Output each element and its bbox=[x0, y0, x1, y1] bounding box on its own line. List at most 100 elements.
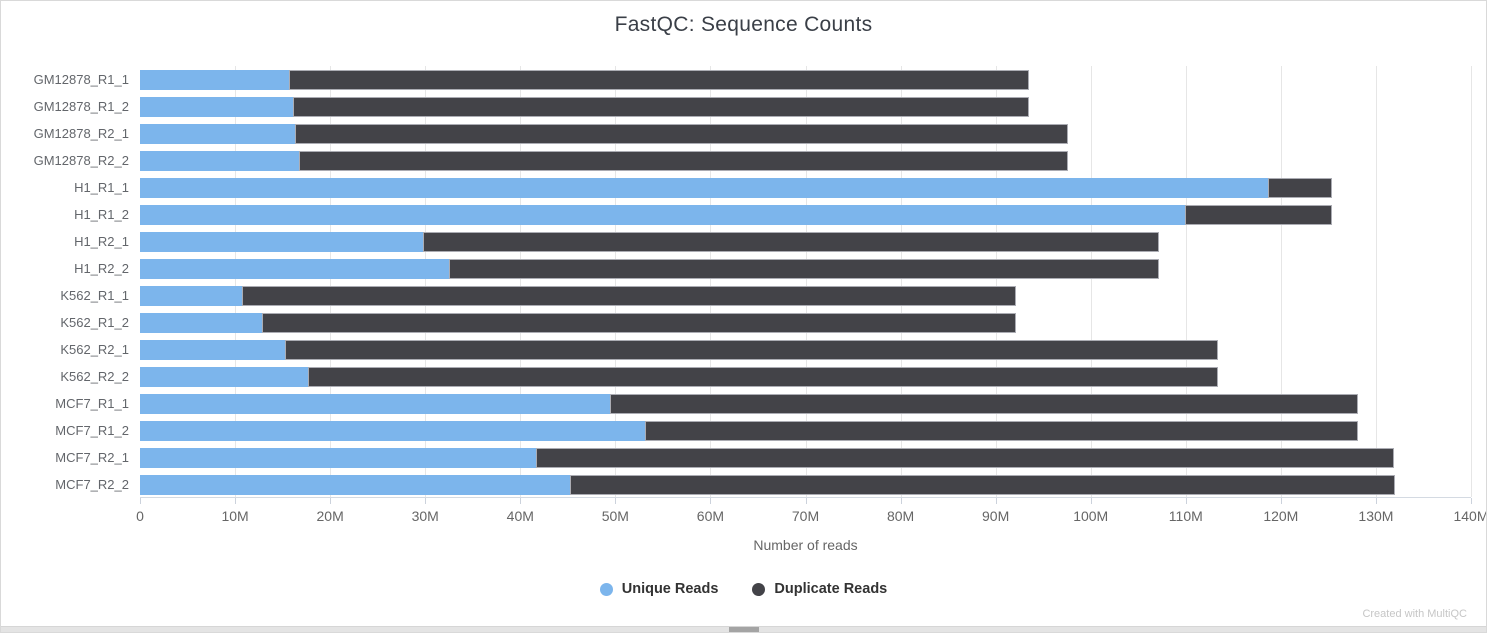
x-tick-label: 30M bbox=[411, 508, 439, 524]
bar-segment-unique[interactable] bbox=[140, 313, 262, 333]
x-tick-mark bbox=[900, 498, 902, 504]
bar-stack-K562_R2_1 bbox=[140, 340, 1471, 360]
bar-segment-duplicate[interactable] bbox=[293, 97, 1029, 117]
x-tick-mark bbox=[615, 498, 617, 504]
y-axis-label: H1_R1_2 bbox=[74, 207, 129, 222]
bar-segment-duplicate[interactable] bbox=[536, 448, 1394, 468]
bar-stack-MCF7_R2_1 bbox=[140, 448, 1471, 468]
gridline bbox=[995, 66, 997, 497]
y-axis-label: GM12878_R2_1 bbox=[33, 126, 129, 141]
y-axis-label: GM12878_R1_2 bbox=[33, 99, 129, 114]
chart-title: FastQC: Sequence Counts bbox=[614, 13, 873, 36]
legend-label: Unique Reads bbox=[621, 581, 719, 597]
y-axis-label: GM12878_R2_2 bbox=[33, 153, 129, 168]
legend-marker-icon bbox=[752, 582, 766, 596]
gridline bbox=[900, 66, 902, 497]
bar-stack-MCF7_R1_1 bbox=[140, 394, 1471, 414]
y-axis-label: K562_R2_2 bbox=[60, 369, 129, 384]
y-axis-label: MCF7_R2_1 bbox=[55, 450, 129, 465]
bar-segment-duplicate[interactable] bbox=[241, 286, 1016, 306]
bar-segment-unique[interactable] bbox=[140, 232, 424, 252]
y-axis-label: H1_R2_1 bbox=[74, 234, 129, 249]
bar-segment-duplicate[interactable] bbox=[644, 421, 1358, 441]
x-tick-label: 140M bbox=[1453, 508, 1487, 524]
gridline bbox=[1185, 66, 1187, 497]
y-axis-label: H1_R1_1 bbox=[74, 180, 129, 195]
bar-stack-GM12878_R1_2 bbox=[140, 97, 1471, 117]
bar-segment-duplicate[interactable] bbox=[448, 259, 1160, 279]
gridline bbox=[1375, 66, 1377, 497]
x-tick-label: 40M bbox=[506, 508, 534, 524]
y-axis-label: MCF7_R2_2 bbox=[55, 477, 129, 492]
gridline bbox=[425, 66, 427, 497]
bar-segment-duplicate[interactable] bbox=[284, 340, 1219, 360]
x-tick-mark bbox=[520, 498, 522, 504]
gridline bbox=[330, 66, 332, 497]
bar-row bbox=[140, 147, 1471, 174]
bar-stack-GM12878_R1_1 bbox=[140, 70, 1471, 90]
bar-segment-duplicate[interactable] bbox=[289, 70, 1029, 90]
bar-segment-unique[interactable] bbox=[140, 151, 299, 171]
x-tick-label: 10M bbox=[221, 508, 249, 524]
bar-segment-duplicate[interactable] bbox=[308, 367, 1219, 387]
bar-segment-duplicate[interactable] bbox=[1267, 178, 1333, 198]
y-axis-label: K562_R1_2 bbox=[60, 315, 129, 330]
bar-segment-unique[interactable] bbox=[140, 97, 294, 117]
bar-segment-unique[interactable] bbox=[140, 394, 610, 414]
x-tick-label: 70M bbox=[791, 508, 820, 524]
legend-item-unique-reads[interactable]: Unique Reads bbox=[599, 581, 719, 597]
x-tick-mark bbox=[995, 498, 997, 504]
bar-segment-unique[interactable] bbox=[140, 178, 1268, 198]
bar-stack-GM12878_R2_1 bbox=[140, 124, 1471, 144]
x-tick-mark bbox=[425, 498, 427, 504]
bar-stack-H1_R2_2 bbox=[140, 259, 1471, 279]
bar-row bbox=[140, 336, 1471, 363]
x-tick-label: 0 bbox=[136, 508, 144, 524]
x-tick-mark bbox=[140, 498, 141, 504]
bar-segment-unique[interactable] bbox=[140, 475, 570, 495]
gridline bbox=[805, 66, 807, 497]
bar-stack-H1_R1_1 bbox=[140, 178, 1471, 198]
resize-grip-icon[interactable] bbox=[728, 627, 759, 632]
bar-segment-duplicate[interactable] bbox=[1184, 205, 1333, 225]
bar-stack-MCF7_R2_2 bbox=[140, 475, 1471, 495]
x-tick-mark bbox=[1471, 498, 1472, 504]
bar-segment-unique[interactable] bbox=[140, 421, 645, 441]
bar-stack-K562_R1_1 bbox=[140, 286, 1471, 306]
legend-marker-icon bbox=[599, 582, 613, 596]
bar-segment-duplicate[interactable] bbox=[423, 232, 1160, 252]
x-tick-label: 100M bbox=[1073, 508, 1109, 524]
x-tick-label: 80M bbox=[886, 508, 915, 524]
bar-segment-unique[interactable] bbox=[140, 448, 537, 468]
bar-segment-duplicate[interactable] bbox=[294, 124, 1068, 144]
bar-segment-duplicate[interactable] bbox=[261, 313, 1016, 333]
legend-item-duplicate-reads[interactable]: Duplicate Reads bbox=[752, 581, 887, 597]
bar-row bbox=[140, 309, 1471, 336]
plot-resize-bar[interactable] bbox=[1, 626, 1486, 632]
bar-row bbox=[140, 66, 1471, 93]
bar-segment-duplicate[interactable] bbox=[569, 475, 1395, 495]
bar-row bbox=[140, 255, 1471, 282]
bar-segment-duplicate[interactable] bbox=[609, 394, 1358, 414]
bar-segment-unique[interactable] bbox=[140, 367, 309, 387]
bar-segment-unique[interactable] bbox=[140, 340, 285, 360]
bar-row bbox=[140, 120, 1471, 147]
bar-row bbox=[140, 417, 1471, 444]
bar-row bbox=[140, 444, 1471, 471]
bar-segment-unique[interactable] bbox=[140, 259, 449, 279]
bar-segment-duplicate[interactable] bbox=[298, 151, 1068, 171]
bar-segment-unique[interactable] bbox=[140, 205, 1185, 225]
bar-segment-unique[interactable] bbox=[140, 124, 295, 144]
bar-row bbox=[140, 471, 1471, 498]
bar-stack-H1_R2_1 bbox=[140, 232, 1471, 252]
x-axis-ticks: 0 10M 20M 30M 40M 50M 60M 70M 80M 90M 100M 110M 120M… bbox=[136, 498, 1486, 548]
bar-row bbox=[140, 93, 1471, 120]
x-tick-mark bbox=[710, 498, 712, 504]
gridline bbox=[1090, 66, 1092, 497]
bar-segment-unique[interactable] bbox=[140, 70, 290, 90]
gridline bbox=[235, 66, 237, 497]
gridline bbox=[1280, 66, 1282, 497]
y-axis-labels: GM12878_R1_1 GM12878_R1_2 GM12878_R2_1 GM12… bbox=[1, 66, 140, 498]
x-tick-label: 90M bbox=[982, 508, 1010, 524]
bar-segment-unique[interactable] bbox=[140, 286, 242, 306]
